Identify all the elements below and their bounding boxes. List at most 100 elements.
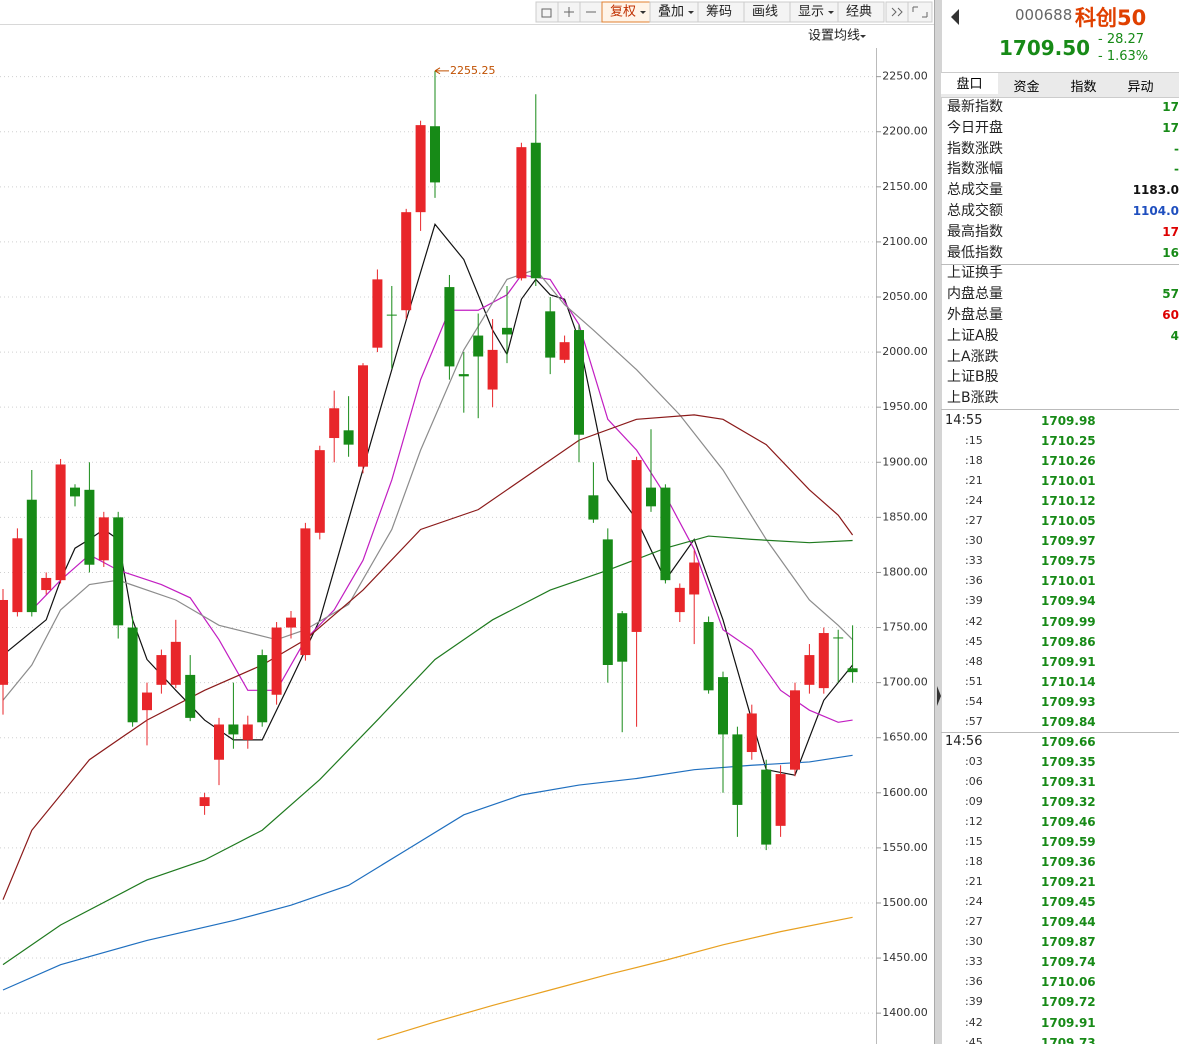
candle-body [214,724,224,760]
tick-time: :18 [965,855,983,869]
dropdown-arrow [640,11,646,14]
tick-row: :33 1709.75 [941,551,1179,571]
candle-body [113,517,124,626]
back-icon[interactable] [947,3,967,33]
quote-value: 16 [1162,245,1179,260]
tick-value: 1709.21 [1041,875,1096,890]
tick-row: :45 1709.73 [941,1033,1179,1044]
tick-value: 1710.01 [1041,574,1096,589]
stock-name: 科创50 [1075,6,1147,30]
candle-body [602,539,613,665]
candle-body [84,489,95,565]
candle-body [55,464,66,581]
candle-body [26,499,37,613]
tick-time: :24 [965,494,983,508]
y-tick-label: 1750.00 [882,621,928,634]
quote-label: 上证换手 [947,265,1003,282]
tick-value: 1709.44 [1041,915,1096,930]
candle-body [98,517,109,561]
tick-row: :36 1710.06 [941,972,1179,992]
tick-row: :39 1709.94 [941,591,1179,611]
quote-row: 总成交量 1183.0 [941,180,1179,201]
candle-body [833,637,844,639]
candle-body [660,487,671,581]
ma-line [31,274,853,723]
tick-time: :24 [965,895,983,909]
candle-body [818,633,829,689]
tick-value: 1709.99 [1041,614,1096,629]
tab[interactable]: 盘口 [941,73,998,94]
splitter-icon [937,686,941,706]
tab[interactable]: 指数 [1070,80,1097,95]
candle-body [689,562,700,595]
tick-row: :42 1709.99 [941,612,1179,632]
quote-row: 总成交额 1104.0 [941,201,1179,222]
tick-value: 1710.14 [1041,674,1096,689]
tick-time: :27 [965,915,983,929]
dropdown-arrow [860,35,866,38]
candle-body [732,734,743,805]
quote-label: 指数涨幅 [947,161,1003,178]
quote-label: 上证B股 [947,369,999,386]
tick-time: :30 [965,534,983,548]
tick-time: :03 [965,754,983,768]
next-button[interactable] [885,1,909,23]
quote-label: 上B涨跌 [947,390,999,407]
lock-icon [541,8,552,18]
candle-body [314,450,325,533]
toolbar-label: 叠加 [658,5,684,20]
tab[interactable]: 资金 [1013,80,1040,95]
candle-body [12,538,23,613]
tick-row: :21 1710.01 [941,471,1179,491]
lock-button[interactable] [535,1,559,23]
tick-row: 14:56 1709.66 [941,731,1179,752]
candle-body [703,622,714,691]
candle-body [199,797,210,807]
quote-row: 内盘总量 57 [941,284,1179,305]
candle-body [271,627,282,695]
tick-value: 1709.93 [1041,694,1096,709]
toolbar-button[interactable] [837,1,885,23]
quote-value: 17 [1162,100,1179,114]
expand-button[interactable] [907,1,933,23]
y-tick-label: 2200.00 [882,125,928,138]
forward-icon [891,7,903,17]
candle-body [530,142,541,279]
splitter-arrow [937,686,941,706]
candle-body [430,126,440,183]
stock-code: 000688 [1015,6,1073,24]
tick-row: 14:55 1709.98 [941,411,1179,431]
candle-body [257,655,268,723]
ma-line [377,916,853,1041]
tick-time: :18 [965,454,983,468]
tick-time: :36 [965,574,983,588]
tick-value: 1710.05 [1041,514,1096,529]
tab[interactable]: 异动 [1127,80,1154,95]
tick-time: 14:55 [945,413,983,428]
ma-setting[interactable]: 设置均线 [808,29,860,44]
tick-value: 1710.12 [1041,494,1096,509]
tick-time: :12 [965,815,983,828]
quote-value: 4 [1170,328,1179,343]
quote-label: 总成交额 [947,203,1003,219]
tick-value: 1709.72 [1041,995,1096,1010]
quote-label: 最高指数 [947,223,1003,240]
tick-time: :42 [965,614,983,628]
candle-body [0,599,8,685]
tick-row: :09 1709.32 [941,792,1179,812]
quote-row: 指数涨跌 - [941,139,1179,160]
tick-value: 1709.91 [1041,1015,1096,1030]
y-tick-label: 1950.00 [882,400,928,413]
tick-row: :12 1709.46 [941,812,1179,832]
quote-label: 总成交量 [947,182,1003,199]
tick-time: :45 [965,1035,983,1044]
y-tick-label: 1600.00 [882,786,928,799]
tick-row: :57 1709.84 [941,712,1179,732]
splitter[interactable] [934,0,942,1044]
tick-time: :15 [965,434,983,448]
quote-label: 外盘总量 [947,307,1003,323]
y-tick-label: 1550.00 [882,841,928,854]
tick-value: 1709.45 [1041,895,1096,910]
chart-bg [0,0,934,1044]
